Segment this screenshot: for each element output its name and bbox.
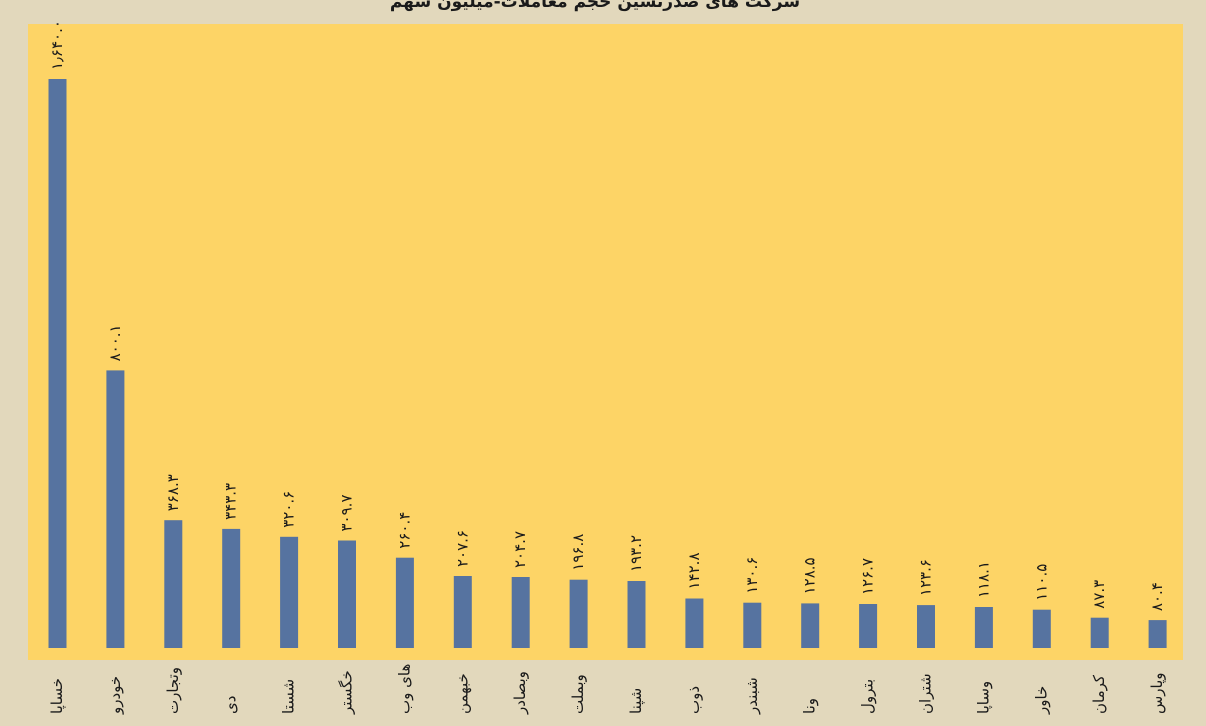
value-label-14: ۱۲۸.۵ [801,557,819,594]
bar-14 [801,603,819,648]
plot-area [28,24,1183,660]
value-label-17: ۱۱۸.۱ [974,561,992,598]
bar-2 [106,370,124,648]
bar-4 [222,529,240,648]
value-label-7: ۲۶۰.۴ [395,512,413,549]
bar-19 [1091,618,1109,648]
value-label-18: ۱۱۰.۵ [1032,564,1050,601]
category-label-19: کرمان [1090,674,1108,714]
bar-10 [570,580,588,648]
category-label-20: وپارس [1148,672,1167,714]
category-label-15: بترول [859,679,877,714]
bar-8 [454,576,472,648]
bar-1 [49,79,67,648]
bar-9 [512,577,530,648]
value-label-3: ۳۶۸.۳ [164,474,182,511]
category-label-7: های وب [395,664,413,714]
category-label-1: خساپا [48,678,67,714]
category-label-14: ونا [801,698,819,714]
category-label-13: شبندر [743,677,761,715]
category-label-12: ذوب [685,686,703,714]
bar-20 [1149,620,1167,648]
category-label-16: شتران [917,673,935,714]
bar-12 [685,599,703,649]
bar-16 [917,605,935,648]
value-label-20: ۸۰.۴ [1148,582,1166,611]
value-label-6: ۳۰۹.۷ [338,495,356,532]
value-label-10: ۱۹۶.۸ [569,534,587,571]
value-label-19: ۸۷.۳ [1090,580,1108,609]
value-label-12: ۱۴۲.۸ [685,553,703,590]
category-label-4: دی [222,696,240,714]
value-label-13: ۱۳۰.۶ [743,557,761,594]
value-label-4: ۳۴۳.۳ [222,483,240,520]
bar-15 [859,604,877,648]
category-label-8: خبهمن [453,673,471,714]
category-label-9: وبصادر [511,671,529,715]
bar-17 [975,607,993,648]
bar-5 [280,537,298,648]
bar-7 [396,558,414,648]
category-labels-group: خساپا خودرو وتجارت دی شستا خگستر های وب خبهمن وب… [48,664,1167,715]
bar-6 [338,541,356,649]
category-label-18: خاور [1032,686,1050,715]
value-label-16: ۱۲۳.۶ [917,559,935,596]
chart-title: شرکت های صدرنشین حجم معاملات-میلیون سهم [390,0,800,12]
bar-11 [628,581,646,648]
value-label-2: ۸۰۰.۱ [106,324,124,361]
value-label-11: ۱۹۳.۲ [627,535,645,572]
value-label-9: ۲۰۴.۷ [511,531,529,568]
value-label-1: ۱٫۶۴۰.۰ [48,20,66,70]
category-label-5: شستا [280,679,298,714]
value-label-8: ۲۰۷.۶ [453,530,471,567]
value-label-15: ۱۲۶.۷ [859,558,877,595]
bar-3 [164,520,182,648]
category-label-10: وبملت [569,674,587,714]
value-label-5: ۳۲۰.۶ [280,491,298,528]
category-label-2: خودرو [106,676,124,715]
category-label-17: وساپا [974,681,993,714]
bar-13 [743,603,761,648]
category-label-3: وتجارت [164,667,182,714]
category-label-6: خگستر [338,670,356,715]
bar-18 [1033,610,1051,648]
category-label-11: شپنا [627,688,646,714]
